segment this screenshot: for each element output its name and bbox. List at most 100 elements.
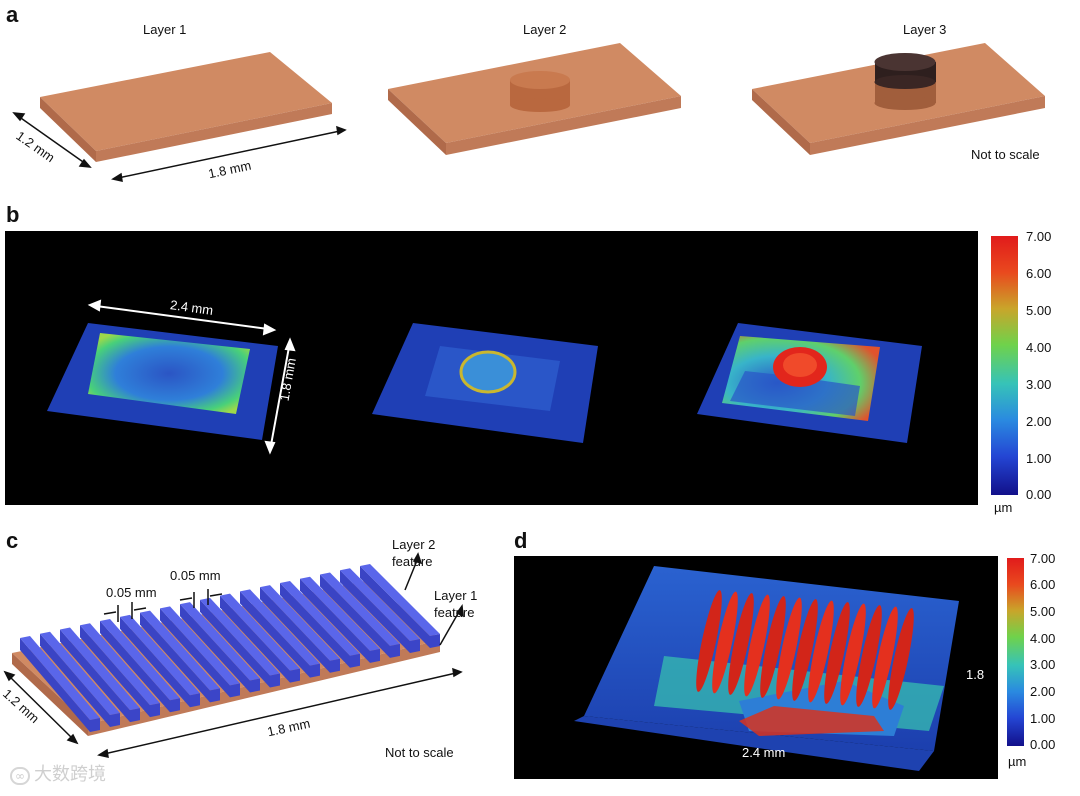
ridge-side <box>430 634 440 648</box>
panel-b-tick: 1.00 <box>1026 451 1052 466</box>
ridge-side <box>390 643 400 658</box>
ridge-top <box>120 614 200 696</box>
ridge-top <box>340 568 420 641</box>
panel-d-tick: 0.00 <box>1030 737 1056 752</box>
ridge-top <box>20 636 100 720</box>
panel-a-note: Not to scale <box>971 147 1040 162</box>
ridge-peak <box>728 593 754 695</box>
ridge-top <box>140 610 220 691</box>
panel-b-colorbar <box>991 236 1018 495</box>
ridge-peak <box>776 597 802 700</box>
ridge-side <box>290 668 300 683</box>
ridge-face <box>60 629 130 723</box>
ridge-side <box>330 658 340 673</box>
panel-d-tick: 4.00 <box>1030 631 1056 646</box>
layer-2-plate <box>388 43 681 155</box>
panel-b-tick: 5.00 <box>1026 303 1052 318</box>
ridge-face <box>300 578 370 663</box>
panel-d-tick: 6.00 <box>1030 577 1056 592</box>
ridge-peak <box>760 596 786 698</box>
panel-d-ridges <box>696 590 914 710</box>
ridge-top <box>180 602 260 681</box>
ridge-top <box>220 593 300 671</box>
ridge-face <box>140 612 210 703</box>
ridge-face <box>40 633 110 728</box>
panel-b-tick: 6.00 <box>1026 266 1052 281</box>
panel-d-y-label: 1.8 <box>966 667 985 682</box>
ridge-side <box>130 708 140 723</box>
panel-d-tick: 1.00 <box>1030 711 1056 726</box>
panel-a-dimension-arrows <box>12 112 347 182</box>
ridge-top <box>240 589 320 666</box>
ridge-side <box>210 688 220 703</box>
ridge-face <box>280 582 350 668</box>
panel-b-tick: 3.00 <box>1026 377 1052 392</box>
watermark: ∞ 大数跨境 <box>10 760 106 786</box>
gap-label-2: 0.05 mm <box>170 568 221 583</box>
panel-a-drawing <box>12 43 1045 182</box>
panel-d-tick: 5.00 <box>1030 604 1056 619</box>
panel-d-tick: 7.00 <box>1030 551 1056 566</box>
ridge-top <box>320 572 400 646</box>
layer-1-feature-label-line2: feature <box>434 605 475 620</box>
panel-b-tick: 0.00 <box>1026 487 1052 502</box>
ridge-top <box>360 564 440 636</box>
ridge-peak <box>808 600 834 703</box>
ridge-side <box>230 683 240 698</box>
ridge-peak <box>792 599 818 701</box>
ridge-side <box>110 713 120 728</box>
panel-c-drawing <box>3 552 464 758</box>
ridge-side <box>410 638 420 653</box>
ridge-top <box>280 580 360 656</box>
ridge-face <box>320 574 390 658</box>
ridge-face <box>20 638 90 732</box>
panel-d-colorbar-unit: µm <box>1008 754 1027 769</box>
ridge-top <box>80 623 160 706</box>
ridge-face <box>340 570 410 653</box>
panel-d-tick: 3.00 <box>1030 657 1056 672</box>
scan-layer-1 <box>47 323 278 440</box>
ridge-side <box>350 653 360 668</box>
ridge-side <box>270 673 280 688</box>
panel-b-letter: b <box>6 202 20 227</box>
scan-layer-3 <box>697 323 922 443</box>
ridge-face <box>100 621 170 713</box>
panel-b-dimension-arrows <box>87 299 296 455</box>
ridge-top <box>200 597 280 676</box>
panel-b-tick: 7.00 <box>1026 229 1052 244</box>
ridge-peak <box>824 602 850 704</box>
ridge-peak <box>888 608 914 710</box>
ridge-peak <box>840 603 866 706</box>
layer-3-label: Layer 3 <box>903 22 947 37</box>
ridge-side <box>310 663 320 678</box>
ridge-face <box>240 591 310 678</box>
ridge-face <box>220 595 290 683</box>
watermark-text: 大数跨境 <box>34 764 106 785</box>
panel-d-letter: d <box>514 528 528 553</box>
panel-d-surface-scan <box>574 566 959 771</box>
panel-d-colorbar <box>1007 558 1024 746</box>
ridge-peak <box>744 594 770 697</box>
panel-d-tick: 2.00 <box>1030 684 1056 699</box>
layer-1-feature-label-line1: Layer 1 <box>434 588 478 603</box>
ridge-side <box>250 678 260 693</box>
panel-b-tick: 2.00 <box>1026 414 1052 429</box>
ridge-top <box>160 606 240 686</box>
ridge-top <box>100 619 180 701</box>
ridge-side <box>90 718 100 732</box>
layer-2-label: Layer 2 <box>523 22 567 37</box>
panel-c-note: Not to scale <box>385 745 454 760</box>
layer-2-feature-label-line2: feature <box>392 554 433 569</box>
ridge-face <box>160 608 230 698</box>
layer-2-feature-label-line1: Layer 2 <box>392 537 436 552</box>
gap-label-1: 0.05 mm <box>106 585 157 600</box>
ridge-peak <box>856 605 882 707</box>
ridge-top <box>40 631 120 716</box>
ridge-face <box>180 604 250 693</box>
layer-1-label: Layer 1 <box>143 22 187 37</box>
panel-b-colorbar-unit: µm <box>994 500 1013 515</box>
layer-1-plate <box>40 52 332 162</box>
ridge-face <box>200 599 270 688</box>
ridge-face <box>80 625 150 718</box>
panel-d-x-label: 2.4 mm <box>742 745 786 760</box>
